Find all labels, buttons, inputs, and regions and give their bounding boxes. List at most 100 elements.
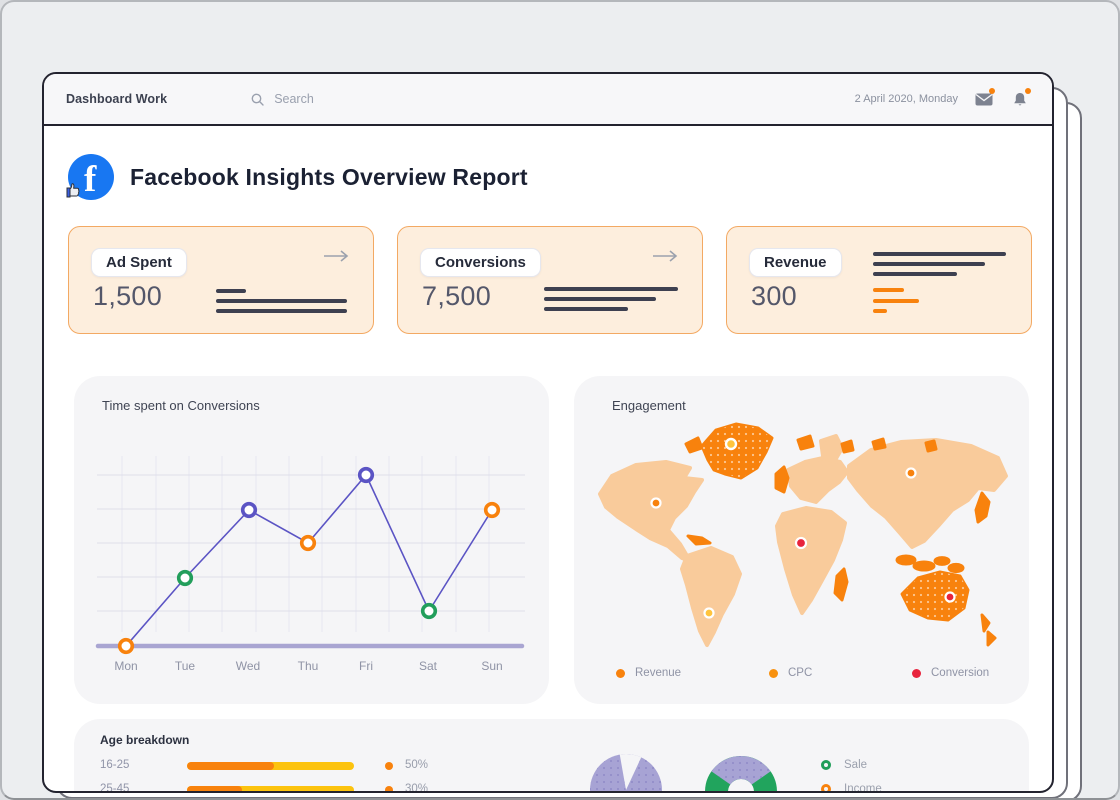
x-tick-label: Tue (175, 659, 196, 673)
map-region-arctic-islands (840, 439, 855, 454)
map-region-scandinavia (819, 434, 844, 464)
time-spent-panel: Time spent on Conversions (74, 376, 549, 704)
legend-label: Sale (844, 759, 868, 771)
x-tick-label: Fri (359, 659, 373, 673)
map-title: Engagement (612, 398, 686, 413)
point-sat (420, 602, 438, 620)
report-header: f Facebook Insights Overview Report (66, 150, 528, 204)
x-tick-label: Wed (236, 659, 260, 673)
skeleton-line (873, 262, 985, 266)
mail-icon[interactable] (974, 88, 995, 107)
map-region-indonesia (933, 556, 951, 566)
section-title: Age breakdown (100, 733, 190, 747)
stat-card-value: 1,500 (93, 281, 163, 311)
mail-notification-dot (989, 88, 995, 94)
age-bar-fill (187, 786, 243, 791)
point-tue (176, 569, 194, 587)
marker-greenland (724, 437, 738, 451)
age-bar-16-25 (187, 762, 354, 770)
skeleton-line (873, 252, 1006, 256)
percent-label: 30% (405, 783, 429, 793)
skeleton-line (873, 309, 887, 313)
percent-dot (385, 786, 393, 791)
page-title: Facebook Insights Overview Report (130, 163, 528, 190)
point-fri (357, 466, 375, 484)
legend-dot (616, 668, 625, 678)
engagement-panel: Engagement (574, 376, 1029, 704)
map-region-siberia-islands (924, 439, 938, 453)
age-breakdown-panel: Age breakdown 16-25 50% 25-45 30% (74, 719, 1029, 793)
bell-icon[interactable] (1010, 88, 1031, 107)
age-row-label: 16-25 (100, 759, 130, 771)
facebook-logo-icon: f (66, 154, 114, 200)
topbar: Dashboard Work 2 April 2020, Monday (44, 74, 1052, 126)
legend-ring-income (821, 784, 831, 791)
map-region-europe (786, 456, 849, 504)
map-region-indonesia (895, 554, 917, 566)
search-input[interactable] (272, 91, 463, 107)
percent-label: 50% (405, 759, 429, 771)
search-box[interactable] (251, 91, 463, 107)
legend-item-revenue: Revenue (616, 667, 681, 679)
chart-title: Time spent on Conversions (102, 398, 260, 413)
age-bar-25-45 (187, 786, 354, 791)
topbar-right: 2 April 2020, Monday (855, 88, 1031, 107)
point-wed (240, 501, 258, 519)
map-region-madagascar (833, 567, 849, 602)
dashboard-window: Dashboard Work 2 April 2020, Monday (42, 72, 1054, 793)
marker-argentina (703, 607, 715, 619)
stat-card-revenue[interactable]: Revenue 300 (726, 226, 1032, 334)
donut-chart (705, 755, 777, 791)
map-region-indonesia (912, 560, 936, 572)
line-chart: Mon Tue Wed Thu Fri Sat Sun (95, 456, 525, 673)
legend-label: Revenue (635, 667, 682, 679)
legend-label: CPC (788, 667, 813, 679)
line-series (125, 473, 493, 647)
legend-item-conversion: Conversion (912, 667, 989, 679)
x-axis-labels: Mon Tue Wed Thu Fri Sat Sun (114, 659, 502, 673)
stat-card-label: Conversions (420, 248, 541, 277)
marker-north-america (650, 497, 662, 509)
stat-card-ad-spent[interactable]: Ad Spent 1,500 (68, 226, 374, 334)
map-region-asia (847, 438, 1008, 549)
age-bar-fill (187, 762, 274, 770)
skeleton-line (216, 289, 246, 293)
skeleton-line (544, 287, 678, 291)
arrow-right-icon[interactable] (323, 249, 349, 268)
skeleton-line (873, 272, 957, 276)
marker-russia (905, 467, 917, 479)
stat-card-conversions[interactable]: Conversions 7,500 (397, 226, 703, 334)
legend-dot (769, 668, 778, 678)
map-region-south-america (680, 546, 742, 647)
map-region-united-kingdom (774, 465, 790, 494)
map-region-new-zealand (986, 630, 997, 647)
map-texture (702, 424, 772, 478)
world-map (598, 422, 1008, 647)
age-row-label: 25-45 (100, 783, 130, 793)
map-region-arctic-islands (796, 434, 815, 451)
stat-card-value: 7,500 (422, 281, 492, 311)
chart-grid (97, 456, 525, 632)
marker-africa (794, 536, 808, 550)
skeleton-line (544, 307, 628, 311)
map-region-siberia-islands (871, 437, 887, 451)
arrow-right-icon[interactable] (652, 249, 678, 268)
x-tick-label: Sat (419, 659, 438, 673)
skeleton-line (873, 299, 919, 303)
stat-card-value: 300 (751, 281, 797, 311)
map-region-new-zealand (980, 613, 991, 633)
skeleton-line (216, 309, 347, 313)
map-texture (902, 572, 968, 620)
thumbs-up-icon (61, 179, 81, 204)
legend-ring-sale (821, 760, 831, 770)
point-mon (117, 637, 135, 655)
marker-australia (944, 591, 956, 603)
stat-card-label: Ad Spent (91, 248, 187, 277)
pie-notch (619, 754, 642, 790)
x-tick-label: Thu (298, 659, 319, 673)
percent-dot (385, 762, 393, 770)
app-title: Dashboard Work (66, 92, 168, 106)
stat-card-label: Revenue (749, 248, 842, 277)
x-tick-label: Mon (114, 659, 137, 673)
map-region-africa (775, 506, 847, 615)
